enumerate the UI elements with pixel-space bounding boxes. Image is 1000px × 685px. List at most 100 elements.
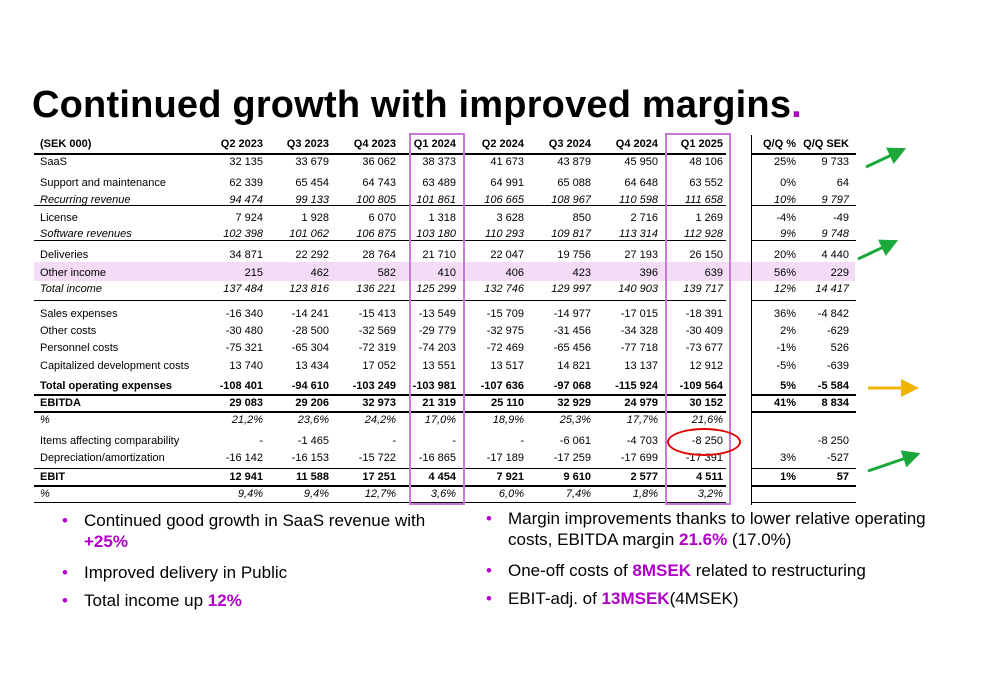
table-rule	[34, 411, 726, 413]
table-cell: 25,3%	[559, 414, 591, 426]
table-cell: -30 480	[225, 325, 263, 337]
bullet-highlight: 8MSEK	[632, 561, 691, 580]
qq-pct-cell: 56%	[773, 267, 796, 279]
title-dot: .	[791, 84, 802, 126]
q1-2025-column-box	[665, 133, 731, 505]
row-label: Total income	[40, 283, 102, 295]
table-cell: 12 912	[689, 360, 723, 372]
table-cell: -103 981	[412, 380, 456, 392]
bullet-text-after: (17.0%)	[727, 530, 792, 549]
green-up-arrow-icon	[857, 239, 899, 261]
table-cell: 13 137	[624, 360, 658, 372]
table-cell: 25 110	[490, 397, 524, 409]
table-cell: 62 339	[229, 177, 263, 189]
table-cell: 4 454	[428, 471, 456, 483]
table-cell: 11 588	[295, 471, 329, 483]
qq-sek-cell: -4 842	[817, 308, 849, 320]
table-cell: 63 489	[422, 177, 456, 189]
bullet-text: Total income up	[84, 591, 208, 610]
qq-pct-cell: 1%	[780, 471, 796, 483]
row-label: Items affecting comparability	[40, 435, 180, 447]
table-cell: 13 517	[490, 360, 524, 372]
table-cell: 110 598	[619, 194, 658, 206]
qq-sek-cell: -49	[833, 212, 849, 224]
table-cell: -16 865	[418, 452, 456, 464]
table-cell: 4 511	[696, 471, 723, 483]
table-cell: 9,4%	[303, 488, 329, 500]
table-rule	[34, 153, 726, 155]
table-cell: 1 269	[695, 212, 723, 224]
table-rule	[34, 205, 726, 206]
row-label: SaaS	[40, 156, 67, 168]
table-cell: 21,6%	[691, 414, 723, 426]
table-rule	[34, 502, 726, 503]
row-label: EBIT	[40, 471, 66, 483]
qq-pct-cell: -5%	[776, 360, 796, 372]
other-income-highlight	[34, 262, 855, 281]
table-rule	[34, 468, 726, 469]
qq-sek-cell: 9 748	[821, 228, 849, 240]
table-cell: 1 318	[428, 212, 456, 224]
table-cell: 6 070	[368, 212, 396, 224]
table-cell: 6,0%	[498, 488, 524, 500]
table-cell: -72 319	[358, 342, 396, 354]
table-cell: 396	[639, 267, 658, 279]
table-cell: -29 779	[418, 325, 456, 337]
table-cell: 65 088	[557, 177, 591, 189]
table-cell: 28 764	[362, 249, 396, 261]
table-cell: -	[392, 435, 396, 447]
table-rule	[34, 394, 726, 396]
bullet-text-after: related to restructuring	[691, 561, 866, 580]
qq-pct-cell: -1%	[776, 342, 796, 354]
qq-pct-cell: 36%	[773, 308, 796, 320]
column-header: Q2 2024	[481, 138, 524, 150]
qq-sek-cell: -8 250	[817, 435, 849, 447]
row-label: Other income	[40, 267, 107, 279]
table-cell: 63 552	[689, 177, 723, 189]
table-cell: 139 717	[683, 283, 723, 295]
column-header: Q4 2023	[353, 138, 396, 150]
qq-sek-cell: 9 733	[821, 156, 849, 168]
table-cell: 101 861	[416, 194, 456, 206]
title-text: Continued growth with improved margins	[32, 84, 792, 126]
table-cell: 65 454	[295, 177, 329, 189]
table-cell: 27 193	[624, 249, 658, 261]
table-cell: 410	[437, 267, 456, 279]
table-cell: 23,6%	[297, 414, 329, 426]
table-rule-qq	[752, 468, 856, 469]
table-cell: 13 740	[229, 360, 263, 372]
table-rule-qq	[752, 205, 856, 206]
bullet-text: Improved delivery in Public	[84, 563, 288, 582]
row-label: Support and maintenance	[40, 177, 166, 189]
table-cell: 7,4%	[565, 488, 591, 500]
table-cell: 24 979	[624, 397, 658, 409]
table-cell: 9 610	[563, 471, 591, 483]
items-affecting-circle	[667, 428, 741, 456]
table-cell: -6 061	[559, 435, 591, 447]
q1-2024-column-box	[409, 133, 465, 505]
table-cell: -17 189	[486, 452, 524, 464]
table-cell: 110 293	[485, 228, 524, 240]
table-rule-qq	[752, 153, 856, 155]
qq-pct-cell: 41%	[773, 397, 796, 409]
table-cell: 111 658	[684, 194, 723, 206]
table-rule-qq	[752, 502, 856, 503]
table-cell: -	[520, 435, 524, 447]
row-label: Capitalized development costs	[40, 360, 190, 372]
table-cell: -16 142	[225, 452, 263, 464]
table-cell: -14 977	[553, 308, 591, 320]
table-cell: 13 551	[422, 360, 456, 372]
bullet-item: Margin improvements thanks to lower rela…	[486, 508, 966, 550]
table-cell: 32 973	[362, 397, 396, 409]
bullet-text: Margin improvements thanks to lower rela…	[508, 509, 926, 549]
bullet-text-after: (4MSEK)	[669, 589, 739, 608]
qq-separator	[751, 135, 752, 505]
table-rule-qq	[752, 411, 856, 413]
table-cell: -	[452, 435, 456, 447]
table-cell: -72 469	[486, 342, 524, 354]
table-cell: -	[259, 435, 263, 447]
table-cell: 41 673	[490, 156, 524, 168]
table-cell: -74 203	[418, 342, 456, 354]
table-cell: 38 373	[422, 156, 456, 168]
table-cell: 106 875	[356, 228, 396, 240]
